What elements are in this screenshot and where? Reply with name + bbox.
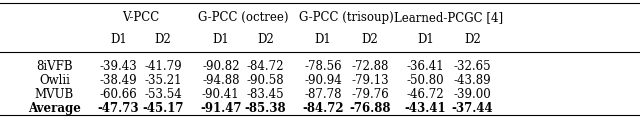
- Text: -94.88: -94.88: [202, 74, 239, 87]
- Text: -78.56: -78.56: [305, 60, 342, 73]
- Text: -79.76: -79.76: [351, 88, 388, 101]
- Text: -38.49: -38.49: [100, 74, 137, 87]
- Text: MVUB: MVUB: [35, 88, 74, 101]
- Text: -47.73: -47.73: [97, 102, 140, 115]
- Text: G-PCC (octree): G-PCC (octree): [198, 11, 289, 24]
- Text: -32.65: -32.65: [454, 60, 491, 73]
- Text: -46.72: -46.72: [407, 88, 444, 101]
- Text: -90.82: -90.82: [202, 60, 239, 73]
- Text: -45.17: -45.17: [143, 102, 184, 115]
- Text: -39.43: -39.43: [100, 60, 137, 73]
- Text: -84.72: -84.72: [302, 102, 344, 115]
- Text: Average: Average: [28, 102, 81, 115]
- Text: 8iVFB: 8iVFB: [36, 60, 73, 73]
- Text: -90.94: -90.94: [305, 74, 342, 87]
- Text: -83.45: -83.45: [247, 88, 284, 101]
- Text: -39.00: -39.00: [454, 88, 491, 101]
- Text: -85.38: -85.38: [244, 102, 287, 115]
- Text: -76.88: -76.88: [349, 102, 390, 115]
- Text: -79.13: -79.13: [351, 74, 388, 87]
- Text: D2: D2: [155, 33, 172, 46]
- Text: -43.89: -43.89: [454, 74, 491, 87]
- Text: -90.58: -90.58: [247, 74, 284, 87]
- Text: -36.41: -36.41: [407, 60, 444, 73]
- Text: D2: D2: [257, 33, 274, 46]
- Text: -90.41: -90.41: [202, 88, 239, 101]
- Text: -87.78: -87.78: [305, 88, 342, 101]
- Text: V-PCC: V-PCC: [122, 11, 159, 24]
- Text: -41.79: -41.79: [145, 60, 182, 73]
- Text: -91.47: -91.47: [200, 102, 241, 115]
- Text: D1: D1: [212, 33, 229, 46]
- Text: G-PCC (trisoup): G-PCC (trisoup): [299, 11, 394, 24]
- Text: -35.21: -35.21: [145, 74, 182, 87]
- Text: -43.41: -43.41: [404, 102, 447, 115]
- Text: D2: D2: [362, 33, 378, 46]
- Text: D2: D2: [464, 33, 481, 46]
- Text: D1: D1: [110, 33, 127, 46]
- Text: -37.44: -37.44: [451, 102, 493, 115]
- Text: D1: D1: [315, 33, 332, 46]
- Text: -84.72: -84.72: [247, 60, 284, 73]
- Text: D1: D1: [417, 33, 434, 46]
- Text: -50.80: -50.80: [407, 74, 444, 87]
- Text: -53.54: -53.54: [145, 88, 182, 101]
- Text: -60.66: -60.66: [100, 88, 137, 101]
- Text: -72.88: -72.88: [351, 60, 388, 73]
- Text: Learned-PCGC [4]: Learned-PCGC [4]: [394, 11, 503, 24]
- Text: Owlii: Owlii: [39, 74, 70, 87]
